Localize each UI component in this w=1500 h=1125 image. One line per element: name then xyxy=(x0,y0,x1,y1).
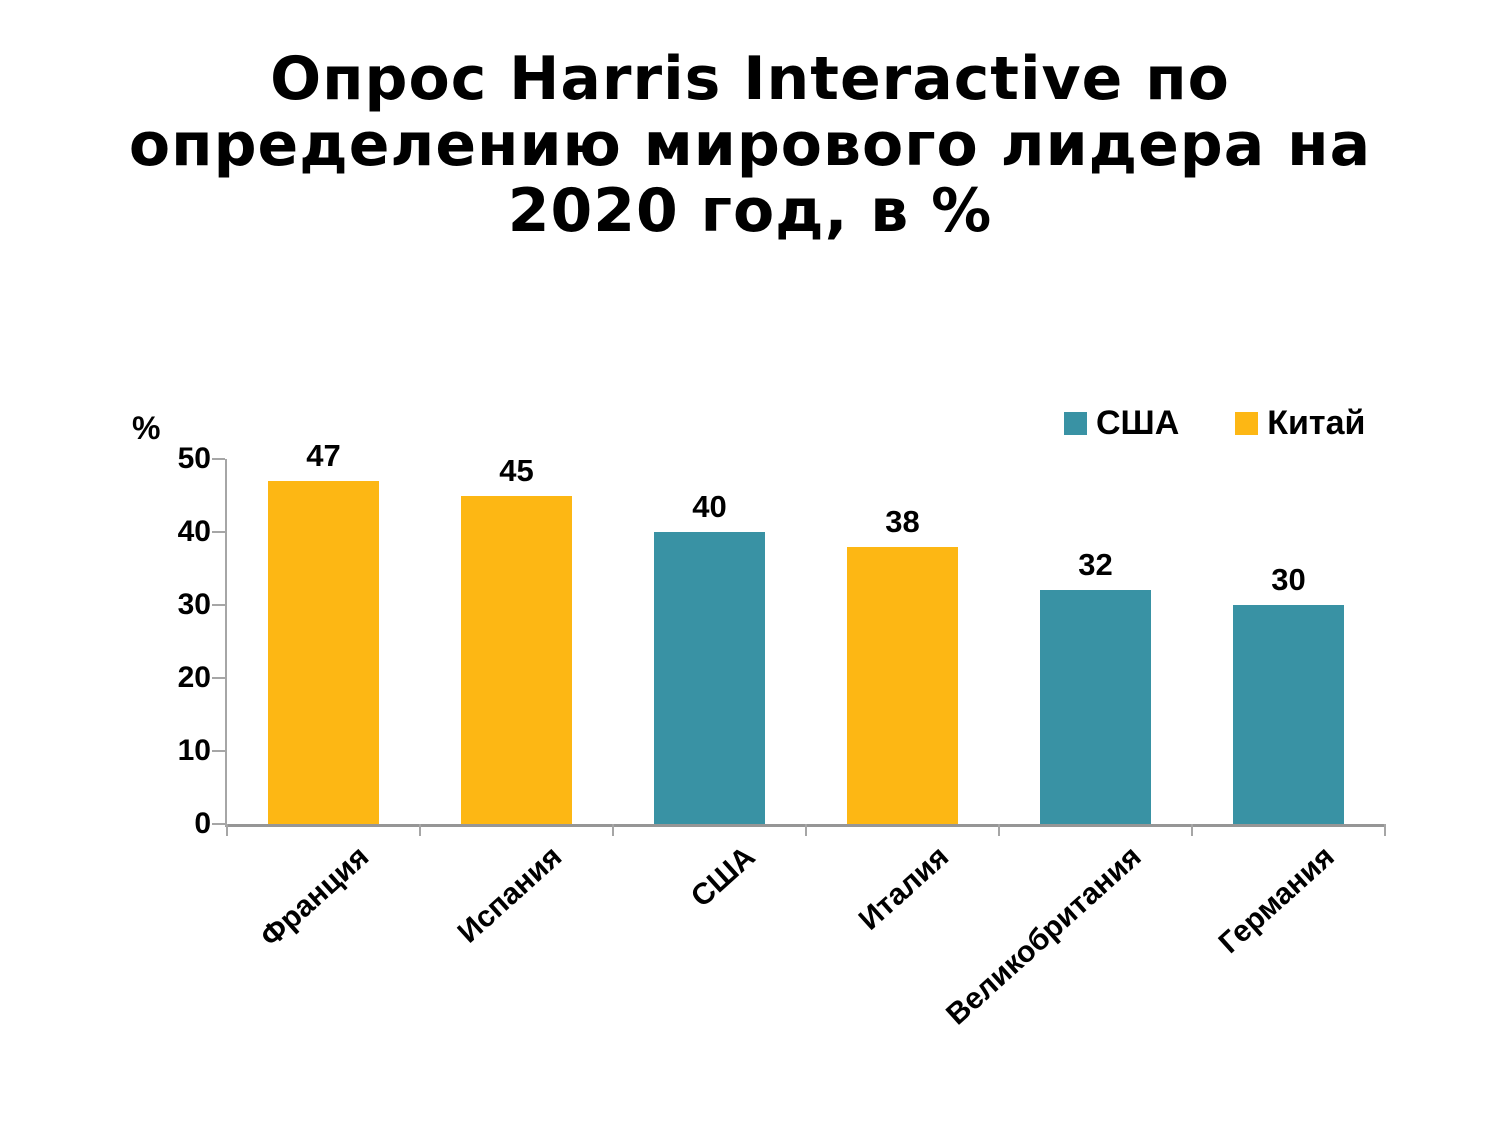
x-label-slot: Франция xyxy=(227,840,420,1040)
bar-slot: 38 xyxy=(806,459,999,824)
x-axis-labels: Франция Испания США Италия Великобритания Гер… xyxy=(227,840,1385,1040)
x-label-slot: Великобритания xyxy=(940,840,1192,1040)
bar-6 xyxy=(1232,605,1345,824)
x-tick xyxy=(997,824,1000,836)
bar-value-label: 32 xyxy=(1078,547,1113,583)
bar-2 xyxy=(460,495,573,824)
x-label-slot: Испания xyxy=(420,840,613,1040)
bar-value-label: 38 xyxy=(885,503,920,539)
x-category-label: США xyxy=(684,840,762,914)
bar-value-label: 45 xyxy=(499,452,534,488)
china-series-label: Китай xyxy=(1267,404,1366,442)
bars-container: 47 45 40 38 32 30 xyxy=(227,440,1385,824)
x-category-label: Испания xyxy=(452,840,569,950)
bar-slot: 40 xyxy=(613,459,806,824)
legend-item-china: Китай xyxy=(1235,406,1365,440)
y-tick-label: 20 xyxy=(177,661,211,694)
y-tick-label: 50 xyxy=(177,442,211,475)
y-axis-title: % xyxy=(132,410,161,446)
x-tick xyxy=(226,824,228,836)
bar-value-label: 47 xyxy=(306,437,341,473)
y-tick xyxy=(212,458,225,460)
y-tick xyxy=(212,604,225,606)
x-category-label: Франция xyxy=(254,840,376,954)
x-tick xyxy=(418,824,421,836)
x-tick xyxy=(805,824,807,836)
y-tick-label: 0 xyxy=(194,807,211,840)
x-category-label: Германия xyxy=(1212,840,1341,960)
usa-series-swatch xyxy=(1064,411,1087,435)
y-tick xyxy=(212,750,225,752)
bar-1 xyxy=(267,480,380,824)
y-tick-label: 30 xyxy=(177,588,211,621)
bar-value-label: 40 xyxy=(692,489,727,524)
x-tick xyxy=(1384,824,1386,836)
china-series-swatch xyxy=(1235,411,1259,435)
x-tick xyxy=(1191,824,1193,836)
x-label-slot: Германия xyxy=(1192,840,1385,1040)
bar-slot: 32 xyxy=(999,459,1192,824)
bar-value-label: 30 xyxy=(1271,562,1306,597)
y-tick-label: 40 xyxy=(177,515,211,548)
legend: США Китай xyxy=(1064,406,1365,440)
bar-slot: 30 xyxy=(1192,459,1385,824)
y-axis: 0 10 20 30 40 50 xyxy=(178,444,1385,839)
bar-4 xyxy=(846,546,959,824)
x-category-label: Италия xyxy=(852,840,955,937)
legend-item-usa: США xyxy=(1064,406,1179,440)
bar-3 xyxy=(653,532,766,824)
x-label-slot: США xyxy=(613,840,806,1040)
plot-area: 0 10 20 30 40 50 47 45 40 38 32 30 Франция Испания С… xyxy=(178,440,1386,1032)
y-tick-label: 10 xyxy=(177,734,211,767)
bar-slot: 47 xyxy=(227,440,420,824)
usa-series-label: США xyxy=(1096,404,1180,442)
bar-slot: 45 xyxy=(420,455,613,824)
y-tick xyxy=(212,677,225,679)
chart-title: Опрос Harris Interactive по определению … xyxy=(128,44,1372,246)
bar-5 xyxy=(1039,590,1152,824)
y-tick xyxy=(212,531,225,533)
x-tick xyxy=(611,824,614,836)
y-tick xyxy=(212,823,225,825)
